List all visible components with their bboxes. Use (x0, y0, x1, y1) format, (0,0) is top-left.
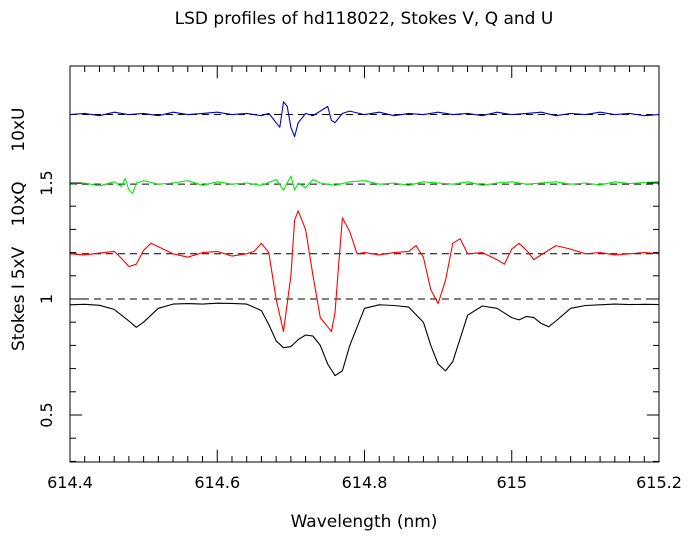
extra-y-tick-label-0: 1.5 (37, 170, 56, 195)
series-line-3 (70, 101, 659, 138)
x-tick-label-3: 615 (496, 473, 527, 492)
series-line-1 (70, 210, 659, 333)
chart-title: LSD profiles of hd118022, Stokes V, Q an… (175, 9, 554, 29)
x-tick-label-1: 614.6 (194, 473, 240, 492)
plot-frame (69, 65, 660, 463)
y-tick-label-0: 0.5 (37, 402, 56, 427)
panel-label-3: 10xU (9, 108, 29, 152)
series-line-2 (70, 175, 659, 194)
plot-area: 614.4 614.6 614.8 615 615.2 0.5 1 1.5 Stokes I 5x… (9, 65, 682, 492)
series-line-0 (70, 302, 659, 377)
x-tick-label-4: 615.2 (636, 473, 682, 492)
x-tick-label-0: 614.4 (47, 473, 93, 492)
x-tick-label-2: 614.8 (342, 473, 388, 492)
y-tick-label-1: 1 (37, 294, 56, 304)
panel-label-2: 10xQ (9, 181, 29, 226)
x-axis-label: Wavelength (nm) (291, 512, 438, 532)
panel-label-1: 5xV (9, 246, 29, 279)
panel-label-0: Stokes I (9, 284, 29, 351)
